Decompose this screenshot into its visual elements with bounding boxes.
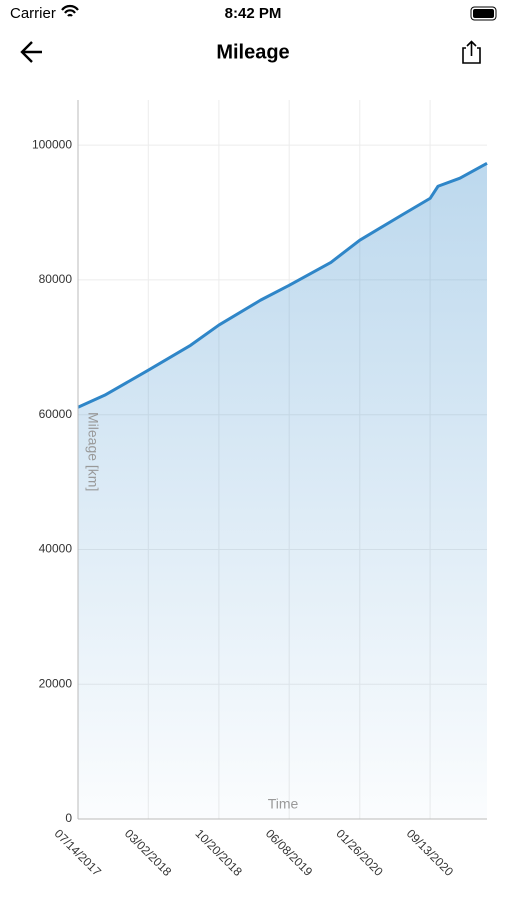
battery-icon — [470, 6, 497, 21]
battery-level — [473, 9, 494, 18]
y-tick-label: 80000 — [39, 272, 73, 286]
x-tick-label: 06/08/2019 — [263, 826, 316, 879]
y-tick-label: 40000 — [39, 542, 73, 556]
back-button[interactable] — [20, 41, 42, 63]
nav-title: Mileage — [216, 41, 289, 63]
wifi-icon — [61, 4, 79, 17]
chart: 0 20000 40000 60000 80000 100000 07/14/2017 03/… — [32, 100, 488, 879]
y-axis-label: Mileage [km] — [85, 412, 101, 491]
y-tick-label: 0 — [65, 811, 72, 825]
line — [77, 162, 488, 409]
y-tick-label: 20000 — [39, 676, 73, 690]
x-tick-label: 10/20/2018 — [193, 826, 246, 879]
x-axis-label: Time — [268, 796, 299, 812]
x-tick-label: 01/26/2020 — [333, 826, 386, 879]
share-button[interactable] — [462, 40, 481, 64]
clock: 8:42 PM — [225, 5, 282, 22]
x-tick-label: 09/13/2020 — [404, 826, 457, 879]
carrier: Carrier — [10, 5, 56, 22]
y-tick-label: 100000 — [32, 137, 72, 151]
x-tick-label: 07/14/2017 — [52, 826, 105, 879]
x-tick-label: 03/02/2018 — [122, 826, 175, 879]
area-fill — [78, 163, 487, 819]
y-tick-label: 60000 — [39, 407, 73, 421]
